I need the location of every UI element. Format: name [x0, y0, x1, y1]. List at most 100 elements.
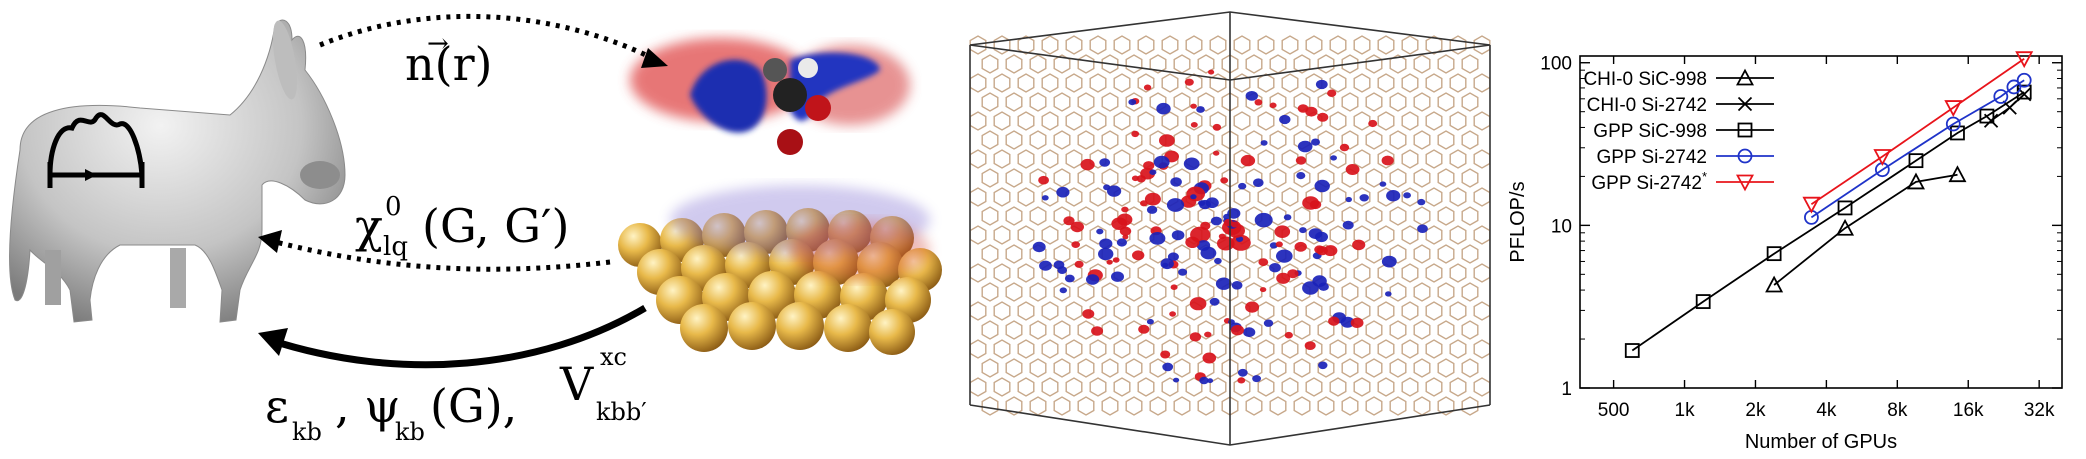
blue-isosurface-lobe [1276, 249, 1293, 263]
lattice-hexagon [1317, 358, 1335, 378]
lattice-hexagon [1113, 149, 1131, 169]
lattice-hexagon [1401, 111, 1419, 131]
lattice-hexagon [1293, 396, 1311, 416]
lattice-hexagon [1269, 54, 1287, 74]
lattice-hexagon [1113, 377, 1131, 397]
data-point [1836, 218, 1855, 236]
lattice-hexagon [981, 244, 999, 264]
lattice-hexagon [1437, 130, 1455, 150]
lattice-hexagon [1389, 54, 1407, 74]
lattice-hexagon [1257, 35, 1275, 55]
lattice-hexagon [1161, 301, 1179, 321]
lattice-hexagon [1437, 92, 1455, 112]
blue-isosurface-lobe [1314, 179, 1330, 193]
red-isosurface-lobe [1117, 213, 1133, 226]
red-isosurface-lobe [1269, 102, 1277, 109]
lattice-hexagon [1413, 92, 1431, 112]
red-isosurface-lobe [1213, 150, 1220, 156]
lattice-hexagon [1005, 206, 1023, 226]
lattice-hexagon [1173, 130, 1191, 150]
red-isosurface-lobe [1202, 352, 1217, 364]
red-isosurface-lobe [1339, 143, 1350, 152]
plot-frame [1579, 55, 2063, 389]
x-tick-label: 16k [1953, 400, 1984, 421]
lattice-hexagon [1461, 320, 1479, 340]
lattice-hexagon [1353, 263, 1371, 283]
lattice-hexagon [1065, 35, 1083, 55]
lattice-hexagon [1125, 130, 1143, 150]
schematic-panel: n(r) → χ 0 lq (G, G′) ε kb , ψ kb (G), V… [0, 0, 960, 455]
lattice-hexagon [1413, 130, 1431, 150]
svg-text:(G, G′): (G, G′) [422, 199, 569, 253]
lattice-hexagon [993, 111, 1011, 131]
lattice-hexagon [1077, 92, 1095, 112]
red-isosurface-lobe [1119, 226, 1132, 236]
lattice-hexagon [1005, 92, 1023, 112]
lattice-hexagon [1005, 282, 1023, 302]
lattice-hexagon [1173, 320, 1191, 340]
lattice-hexagon [1389, 282, 1407, 302]
blue-isosurface-lobe [1237, 368, 1248, 377]
blue-isosurface-lobe [1098, 247, 1114, 261]
lattice-hexagon [1425, 111, 1443, 131]
lattice-hexagon [1185, 339, 1203, 359]
blue-isosurface-lobe [1096, 228, 1104, 235]
lattice-hexagon [1041, 35, 1059, 55]
blue-isosurface-lobe [1381, 255, 1397, 268]
lattice-hexagon [1281, 149, 1299, 169]
legend-label: CHI-0 Si-2742 [1587, 95, 1707, 116]
lattice-hexagon [1377, 149, 1395, 169]
lattice-hexagon [1053, 130, 1071, 150]
lattice-hexagon [1041, 73, 1059, 93]
legend-label: GPP Si-2742 [1596, 147, 1707, 168]
blue-isosurface-lobe [1330, 155, 1337, 161]
data-series [1624, 51, 2034, 358]
lattice-hexagon [1101, 130, 1119, 150]
data-point [2006, 79, 2022, 95]
blue-isosurface-lobe [1254, 212, 1273, 228]
red-isosurface-lobe [1223, 218, 1233, 227]
lattice-hexagon [1005, 168, 1023, 188]
lattice-hexagon [1293, 358, 1311, 378]
red-isosurface-lobe [1185, 236, 1200, 248]
lattice-hexagon [1329, 377, 1347, 397]
blue-isosurface-lobe [1039, 260, 1052, 271]
blue-isosurface-lobe [1086, 274, 1100, 285]
lattice-hexagon [1413, 396, 1431, 416]
lattice-hexagon [993, 73, 1011, 93]
lattice-hexagon [1329, 339, 1347, 359]
red-isosurface-lobe [1106, 259, 1113, 265]
red-isosurface-lobe [1305, 106, 1318, 117]
lattice-hexagon [1341, 130, 1359, 150]
data-point [1873, 149, 1892, 166]
blue-isosurface-lobe [1190, 194, 1197, 200]
red-isosurface-lobe [1254, 99, 1263, 106]
lattice-hexagon [981, 206, 999, 226]
lattice-hexagon [1281, 73, 1299, 93]
lattice-hexagon [1353, 339, 1371, 359]
lattice-hexagon [1173, 396, 1191, 416]
red-isosurface-lobe [1240, 154, 1256, 167]
lattice-hexagon [1125, 358, 1143, 378]
lattice-hexagon [1185, 35, 1203, 55]
lattice-hexagon [1113, 35, 1131, 55]
lattice-hexagon [1329, 149, 1347, 169]
blue-isosurface-lobe [1315, 231, 1328, 243]
lattice-hexagon [1461, 92, 1479, 112]
data-point [2016, 72, 2032, 88]
lattice-hexagon [1449, 225, 1467, 245]
lattice-hexagon [1437, 54, 1455, 74]
lattice-hexagon [1041, 225, 1059, 245]
lattice-hexagon [1257, 187, 1275, 207]
lattice-hexagon [1029, 92, 1047, 112]
lattice-hexagon [1149, 396, 1167, 416]
axis-ticks [1580, 56, 2062, 389]
lattice-hexagon [1137, 73, 1155, 93]
lattice-hexagon [1353, 73, 1371, 93]
lattice-hexagon [1149, 244, 1167, 264]
red-isosurface-lobe [1132, 250, 1145, 261]
blue-isosurface-lobe [1252, 375, 1261, 383]
lattice-hexagon [1353, 35, 1371, 55]
y-tick-label: 10 [1551, 216, 1572, 237]
lattice-hexagon [1449, 73, 1467, 93]
